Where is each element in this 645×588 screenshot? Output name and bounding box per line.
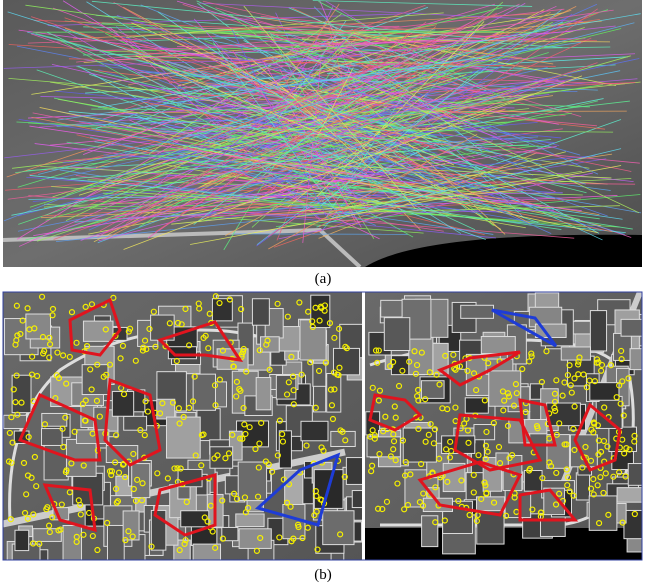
- field: [333, 348, 359, 374]
- field: [421, 381, 444, 399]
- field: [123, 511, 139, 540]
- field: [236, 514, 264, 527]
- field: [210, 447, 233, 468]
- field: [124, 416, 147, 430]
- field: [313, 362, 326, 386]
- field: [4, 415, 27, 428]
- field: [112, 391, 133, 416]
- field: [181, 511, 209, 527]
- panel-b-right-image: [365, 292, 645, 560]
- field: [476, 497, 504, 511]
- field: [42, 429, 63, 446]
- field: [256, 378, 271, 410]
- field: [630, 349, 645, 370]
- field: [42, 413, 67, 426]
- field: [323, 511, 354, 545]
- field: [422, 516, 438, 547]
- field: [83, 321, 113, 341]
- field: [193, 374, 215, 410]
- field: [301, 421, 328, 440]
- panel-label: (b): [314, 567, 332, 583]
- field: [166, 417, 200, 458]
- panel-label: (a): [315, 271, 332, 287]
- field: [461, 305, 494, 318]
- field: [489, 371, 521, 406]
- field: [271, 351, 286, 366]
- panel-b-left-image: [3, 292, 380, 586]
- field: [193, 544, 220, 572]
- field: [561, 347, 590, 360]
- field: [481, 337, 515, 354]
- page: (a): [0, 0, 645, 588]
- field: [617, 488, 645, 503]
- field: [465, 398, 488, 413]
- field: [252, 299, 269, 325]
- field: [222, 527, 238, 540]
- panel-a-image: [3, 0, 642, 267]
- field: [238, 462, 266, 501]
- field: [239, 529, 271, 549]
- field: [15, 530, 29, 550]
- field: [384, 318, 409, 351]
- field: [621, 319, 645, 336]
- field: [589, 496, 617, 530]
- field: [524, 471, 542, 492]
- field: [576, 473, 589, 500]
- field: [12, 375, 31, 412]
- field: [590, 311, 606, 351]
- figure: (a): [0, 0, 645, 588]
